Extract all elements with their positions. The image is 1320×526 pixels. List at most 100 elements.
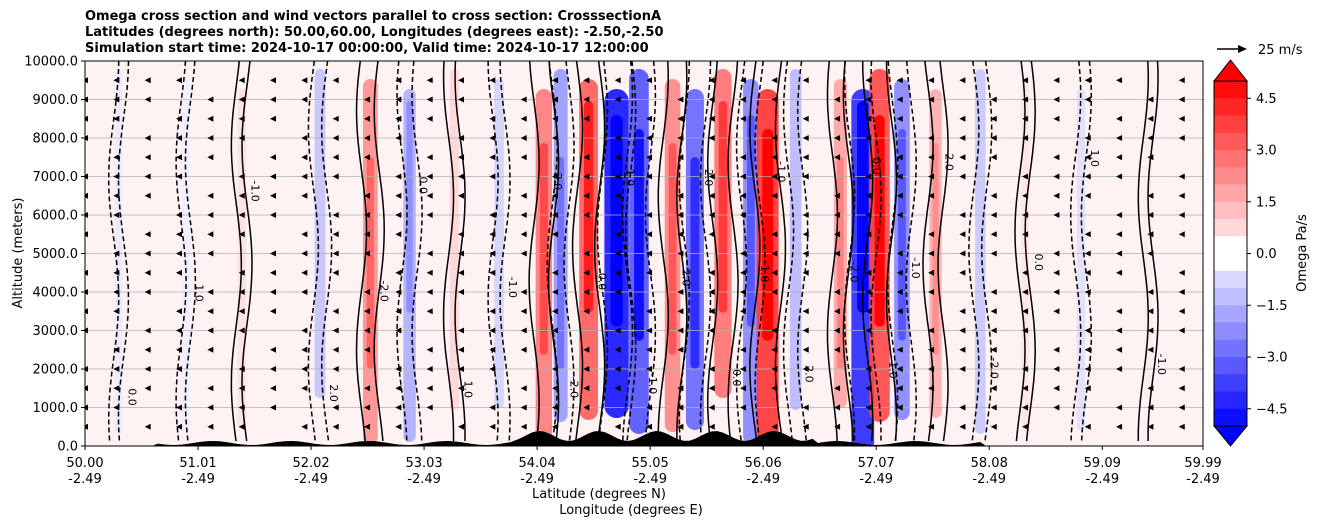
wind-vector xyxy=(1178,423,1185,430)
contour-line xyxy=(749,61,761,442)
wind-vector xyxy=(85,385,88,392)
wind-vector xyxy=(771,366,778,372)
x-tick-label-lon: -2.49 xyxy=(520,472,554,487)
wind-vector xyxy=(113,212,120,218)
contour-line xyxy=(885,61,898,442)
omega-core xyxy=(406,101,413,313)
wind-vector xyxy=(301,327,308,334)
wind-vector xyxy=(520,135,527,141)
wind-vector xyxy=(990,250,997,257)
wind-vector xyxy=(520,385,527,392)
wind-vector xyxy=(1147,423,1154,430)
wind-vector xyxy=(865,192,872,199)
wind-vector xyxy=(238,289,245,295)
wind-vector xyxy=(552,423,559,430)
wind-vector xyxy=(740,269,747,276)
y-tick-label: 4000.0 xyxy=(33,286,79,301)
wind-vector xyxy=(959,173,966,180)
wind-vector xyxy=(896,404,903,411)
wind-vector xyxy=(238,385,245,392)
wind-vector xyxy=(1084,366,1091,372)
wind-vector xyxy=(990,231,997,238)
wind-vector xyxy=(1022,366,1029,372)
colorbar-band xyxy=(1214,357,1247,375)
wind-vector xyxy=(1022,115,1029,122)
colorbar-band xyxy=(1214,201,1247,219)
y-tick-label: 10000.0 xyxy=(24,55,78,70)
wind-vector xyxy=(896,192,903,199)
wind-vector xyxy=(332,366,339,372)
wind-vector xyxy=(896,115,903,122)
wind-vector xyxy=(834,154,841,161)
wind-vector xyxy=(990,289,997,295)
wind-vector xyxy=(959,404,966,411)
wind-vector xyxy=(458,346,465,353)
wind-vector xyxy=(614,77,621,84)
colorbar-ticks: 4.5 3.0 1.5 0.0 −1.5 −3.0 −4.5 xyxy=(1247,92,1288,417)
wind-vector xyxy=(85,77,88,84)
omega-cell xyxy=(975,69,986,434)
wind-vector xyxy=(708,423,715,430)
wind-vector xyxy=(1116,212,1123,218)
contour-line xyxy=(355,61,368,442)
wind-vector xyxy=(207,115,214,122)
wind-vector xyxy=(458,77,465,84)
x-tick-label-lat: 54.04 xyxy=(519,456,556,471)
wind-vector xyxy=(270,346,277,353)
wind-vector xyxy=(896,308,903,315)
wind-vector xyxy=(865,212,872,218)
wind-vector xyxy=(771,96,778,103)
colorbar-extend-bottom xyxy=(1212,425,1249,447)
y-tick-label: 7000.0 xyxy=(33,170,79,185)
contour-label: 2.0 xyxy=(943,153,956,171)
wind-vector xyxy=(1053,308,1060,315)
wind-vector xyxy=(990,154,997,161)
contour-line xyxy=(373,61,385,442)
wind-vector xyxy=(834,115,841,122)
wind-vector xyxy=(1147,346,1154,353)
wind-vector xyxy=(552,212,559,218)
wind-vector xyxy=(238,77,245,84)
contour-line xyxy=(826,61,839,442)
wind-vector xyxy=(865,77,872,84)
wind-vector xyxy=(364,289,371,295)
omega-contours xyxy=(107,61,1159,442)
x-tick-label-lon: -2.49 xyxy=(407,472,441,487)
wind-vector xyxy=(144,423,151,430)
y-tick-label: 3000.0 xyxy=(33,324,79,339)
contour-label: 1.0 xyxy=(758,265,771,283)
wind-vector xyxy=(426,154,433,161)
wind-vector xyxy=(740,289,747,295)
wind-vector xyxy=(802,77,809,84)
wind-vector xyxy=(1022,212,1029,218)
wind-vector xyxy=(771,423,778,430)
x-tick-label-lat: 56.06 xyxy=(745,456,782,471)
wind-vector xyxy=(395,404,402,411)
wind-vector xyxy=(520,231,527,238)
wind-vector xyxy=(489,423,496,430)
colorbar-band xyxy=(1214,150,1247,168)
wind-vector xyxy=(520,327,527,334)
wind-vector xyxy=(646,77,653,84)
wind-vector xyxy=(834,212,841,218)
wind-vector xyxy=(1084,250,1091,257)
wind-vector xyxy=(270,96,277,103)
colorbar: 4.5 3.0 1.5 0.0 −1.5 −3.0 −4.5 Omega Pa/s xyxy=(1212,59,1310,447)
contour-line xyxy=(861,61,874,442)
wind-vector xyxy=(708,231,715,238)
wind-vector xyxy=(1116,154,1123,161)
contour-line xyxy=(1137,61,1150,441)
wind-vector xyxy=(583,212,590,218)
contour-line xyxy=(230,61,243,442)
wind-vector xyxy=(928,192,935,199)
omega-cell xyxy=(494,79,504,408)
wind-vector xyxy=(802,423,809,430)
wind-vector xyxy=(1053,77,1060,84)
wind-vector xyxy=(270,154,277,161)
wind-vector xyxy=(708,96,715,103)
wind-vector xyxy=(113,346,120,353)
wind-vector xyxy=(520,96,527,103)
wind-vector xyxy=(207,423,214,430)
wind-vector xyxy=(740,385,747,392)
wind-vector xyxy=(426,346,433,353)
